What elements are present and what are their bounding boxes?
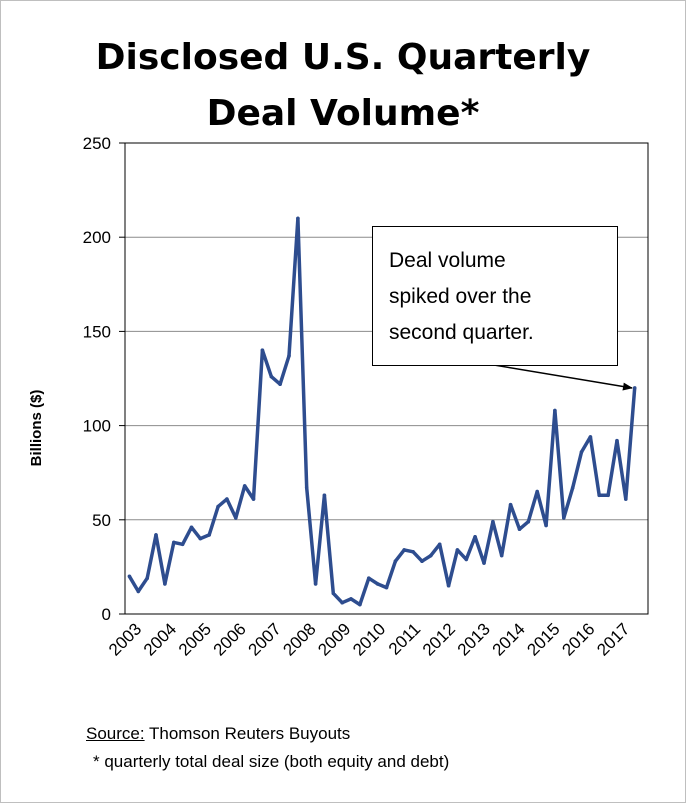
data-point <box>234 516 238 520</box>
y-tick-label: 250 <box>83 134 111 153</box>
y-tick-label: 200 <box>83 228 111 247</box>
source-text: Thomson Reuters Buyouts <box>144 724 351 743</box>
data-point <box>553 408 557 413</box>
y-tick-label: 150 <box>83 322 111 341</box>
data-point <box>411 550 415 554</box>
data-point <box>189 525 194 530</box>
data-point <box>296 216 300 221</box>
data-point <box>313 582 318 586</box>
x-tick-label: 2015 <box>523 619 563 659</box>
source-note: Source: Thomson Reuters Buyouts <box>86 724 350 744</box>
data-point <box>127 574 132 579</box>
data-point <box>632 386 637 390</box>
x-tick-label: 2003 <box>105 619 145 659</box>
data-point <box>615 438 619 443</box>
data-point <box>269 374 274 379</box>
data-point <box>154 533 158 537</box>
data-point <box>402 548 407 552</box>
data-point <box>216 504 220 509</box>
annotation-line: second quarter. <box>389 321 534 344</box>
data-point <box>287 354 291 358</box>
data-point <box>588 435 593 439</box>
data-point <box>349 597 353 601</box>
data-point <box>145 576 149 580</box>
data-point <box>358 602 362 607</box>
y-axis-label: Billions ($) <box>28 390 45 467</box>
chart-title-line2: Deal Volume* <box>206 93 480 134</box>
annotation-line: spiked over the <box>389 285 532 308</box>
data-point <box>393 559 398 563</box>
y-tick-label: 0 <box>102 605 111 624</box>
data-point <box>535 489 539 494</box>
series-layer <box>127 216 637 607</box>
data-point <box>508 502 513 507</box>
x-tick-label: 2012 <box>419 619 459 659</box>
data-point <box>207 533 211 537</box>
annotation-callout: Deal volume spiked over the second quart… <box>372 226 618 366</box>
data-point <box>375 582 380 586</box>
data-point <box>544 523 548 528</box>
x-tick-label: 2010 <box>349 619 389 659</box>
x-tick-label: 2014 <box>489 619 529 659</box>
data-point <box>526 519 531 524</box>
y-axis: 0 50 100 150 200 250 <box>83 134 125 624</box>
annotation-line: Deal volume <box>389 249 506 272</box>
data-point <box>136 589 141 594</box>
data-point <box>304 486 309 490</box>
data-point <box>597 493 601 498</box>
x-tick-label: 2006 <box>210 619 250 659</box>
data-point <box>624 497 628 501</box>
data-point <box>473 535 477 539</box>
data-point <box>562 516 566 520</box>
x-tick-label: 2008 <box>279 619 319 659</box>
data-point <box>251 497 256 501</box>
callout-arrow <box>493 364 633 391</box>
y-tick-label: 100 <box>83 417 111 436</box>
source-label: Source: <box>86 724 145 743</box>
data-point <box>367 576 371 580</box>
data-point <box>464 557 469 562</box>
footnote: * quarterly total deal size (both equity… <box>93 752 450 771</box>
y-tick-label: 50 <box>92 511 111 530</box>
data-point <box>499 553 504 558</box>
x-tick-label: 2016 <box>558 619 598 659</box>
data-point <box>278 382 282 387</box>
x-tick-label: 2004 <box>140 619 180 659</box>
data-point <box>517 527 522 531</box>
data-point <box>420 559 424 563</box>
x-tick-label: 2007 <box>245 619 285 659</box>
data-point <box>606 493 610 498</box>
data-point <box>322 493 327 498</box>
data-point <box>446 583 451 588</box>
data-point <box>163 582 167 586</box>
x-tick-label: 2011 <box>385 619 424 658</box>
data-point <box>491 519 495 524</box>
chart-title: Disclosed U.S. Quarterly Deal Volume* <box>0 30 686 142</box>
data-point <box>260 348 265 353</box>
x-tick-label: 2017 <box>593 619 633 659</box>
data-point <box>437 542 442 547</box>
data-point <box>172 540 176 545</box>
data-point <box>429 553 433 558</box>
data-point <box>225 497 229 501</box>
data-point <box>570 486 575 490</box>
data-point <box>482 561 486 565</box>
plot-area <box>124 142 649 615</box>
data-point <box>340 600 345 605</box>
data-point <box>579 450 584 454</box>
chart-title-line1: Disclosed U.S. Quarterly <box>95 37 591 78</box>
data-point <box>384 585 389 590</box>
data-point <box>180 542 185 547</box>
data-point <box>331 591 336 596</box>
x-tick-label: 2005 <box>175 619 215 659</box>
data-point <box>242 484 247 488</box>
x-tick-label: 2009 <box>314 619 354 659</box>
series-line <box>127 216 637 607</box>
x-axis: 2003200420052006200720082009201020112012… <box>105 619 633 659</box>
x-tick-label: 2013 <box>454 619 494 659</box>
data-point <box>455 548 460 552</box>
data-point <box>198 536 203 541</box>
